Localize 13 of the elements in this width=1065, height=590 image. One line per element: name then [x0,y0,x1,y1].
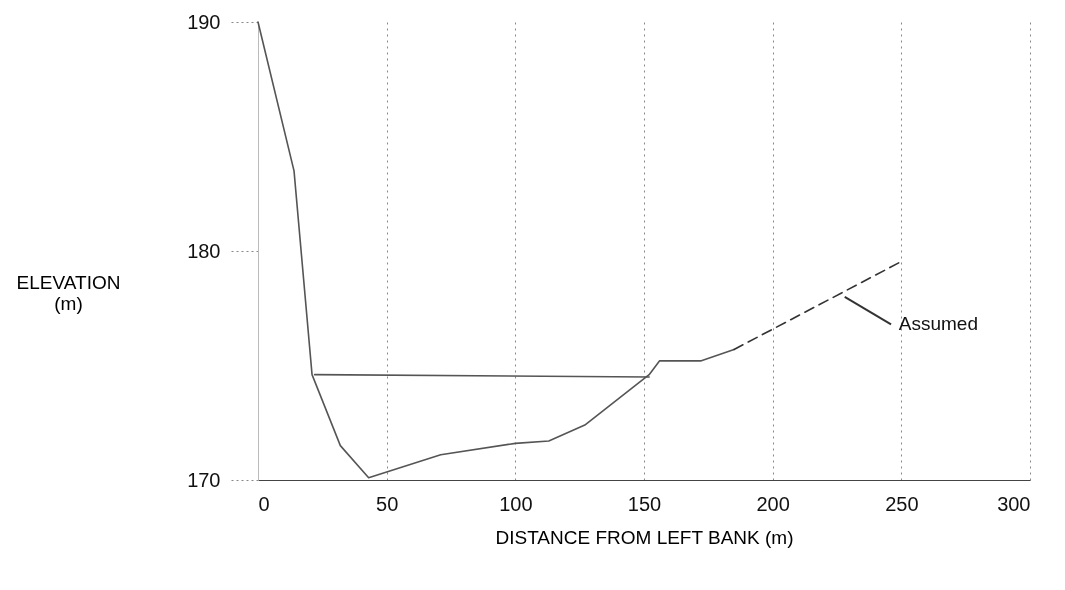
y-tick-label: 170 [187,468,221,491]
x-tick-label: 250 [885,492,919,515]
x-tick-label: 100 [499,492,533,515]
x-tick-label: 300 [997,492,1031,515]
x-tick-label: 0 [258,492,270,515]
y-tick-label: 190 [187,10,221,33]
x-tick-label: 150 [627,492,662,515]
y-tick-label: 180 [187,239,221,262]
y-axis-title: ELEVATION (m) [16,271,121,314]
x-tick-label: 50 [376,492,399,515]
x-axis-title: DISTANCE FROM LEFT BANK (m) [495,526,794,548]
x-tick-label: 200 [756,492,790,515]
annotation: Assumed [898,313,978,335]
